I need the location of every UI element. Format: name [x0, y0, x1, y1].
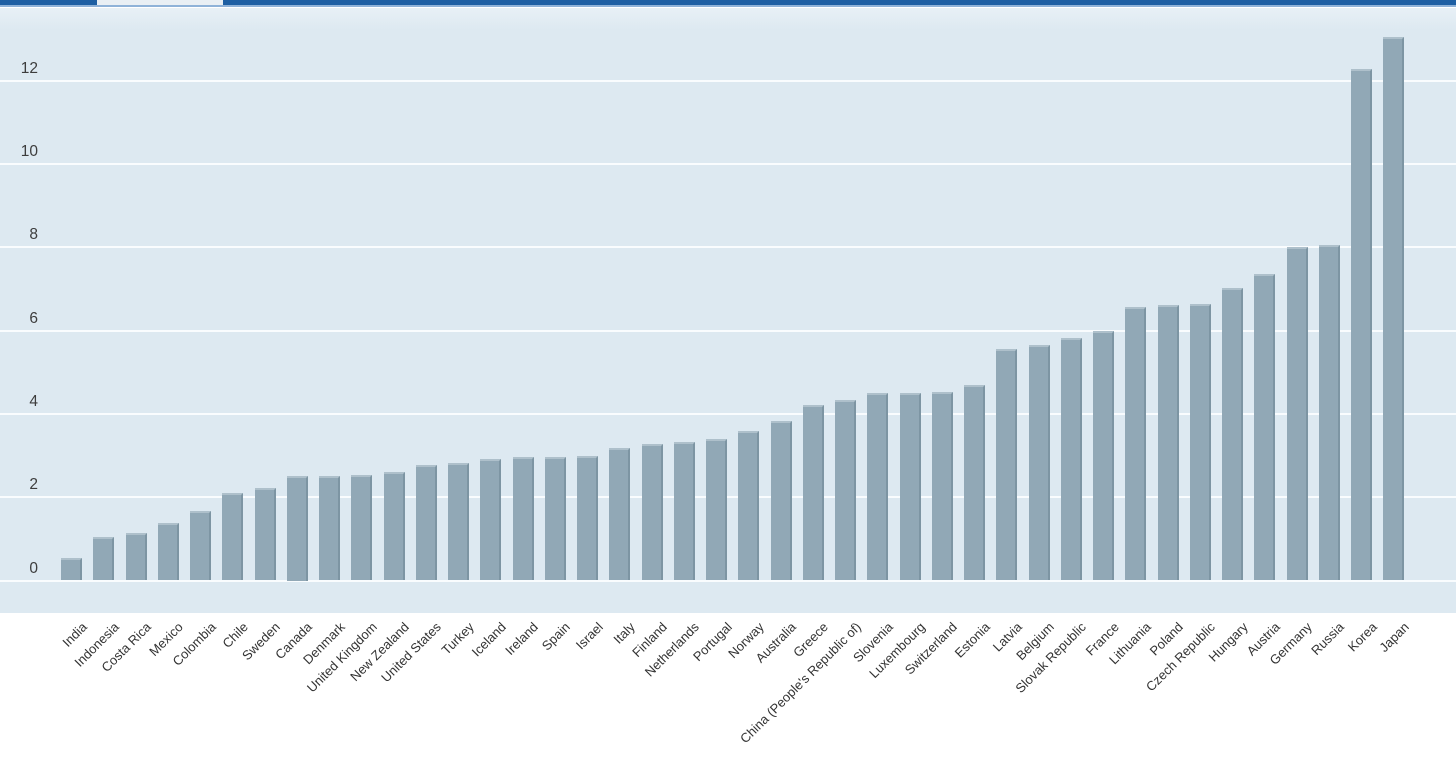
bar	[802, 405, 824, 581]
bar	[641, 443, 663, 581]
gridline	[0, 246, 1456, 249]
bar	[222, 492, 244, 581]
bar	[415, 465, 437, 581]
bar	[867, 393, 889, 581]
tab-bar-line-right	[223, 0, 1456, 5]
bar	[254, 488, 276, 581]
bar	[1028, 344, 1050, 581]
y-axis-tick-label: 2	[29, 476, 38, 494]
bar	[899, 392, 921, 581]
gridline	[0, 79, 1456, 82]
gridline	[0, 412, 1456, 415]
bar	[351, 474, 373, 581]
gridline	[0, 496, 1456, 499]
bar	[93, 537, 115, 581]
bar	[835, 399, 857, 581]
bar	[544, 456, 566, 581]
bar	[1060, 338, 1082, 581]
bar	[931, 391, 953, 581]
bar	[770, 420, 792, 581]
y-axis-tick-label: 12	[20, 59, 38, 77]
gridline	[0, 163, 1456, 165]
bar	[1318, 245, 1340, 581]
bar	[609, 448, 631, 581]
bar	[1125, 307, 1147, 581]
bar	[1286, 247, 1308, 581]
bar	[286, 476, 308, 581]
bar	[964, 385, 986, 581]
bar	[1189, 304, 1211, 581]
bar	[61, 558, 83, 581]
bar	[1093, 331, 1115, 581]
y-axis-tick-label: 0	[29, 559, 38, 577]
bar	[1222, 288, 1244, 581]
bar	[157, 523, 179, 581]
bar	[1254, 273, 1276, 581]
y-axis-tick-label: 6	[29, 309, 38, 327]
bar	[1383, 36, 1405, 581]
bar	[738, 430, 760, 581]
bar	[1157, 304, 1179, 581]
y-axis-tick-label: 4	[29, 392, 38, 410]
bar	[480, 459, 502, 581]
bar	[673, 442, 695, 581]
active-tab[interactable]	[97, 0, 223, 7]
gridline	[0, 329, 1456, 332]
tab-bar-line-left	[0, 0, 97, 5]
bar	[512, 457, 534, 581]
bar	[190, 510, 212, 581]
bar	[1351, 69, 1373, 581]
bar	[448, 463, 470, 581]
bar	[577, 455, 599, 581]
bar	[706, 439, 728, 581]
y-axis-tick-label: 8	[29, 226, 38, 244]
bar	[125, 533, 147, 581]
tab-bar-underline	[0, 5, 1456, 7]
gridline	[0, 579, 1456, 582]
bar	[383, 471, 405, 581]
bar	[996, 348, 1018, 581]
y-axis-tick-label: 10	[20, 143, 38, 160]
bar	[319, 475, 341, 581]
bar-chart-plot-area: 0 2 4 6 8 10 12	[0, 8, 1456, 613]
